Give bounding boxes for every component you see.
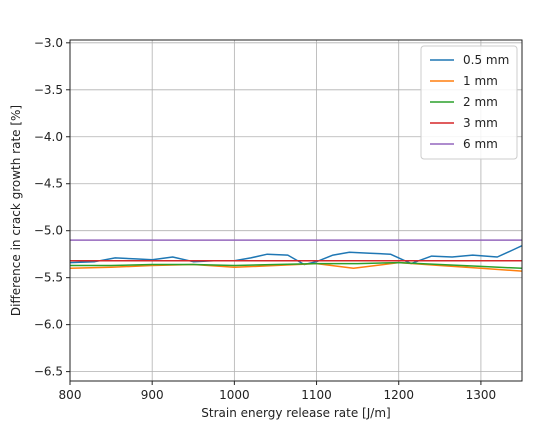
y-tick-label: −5.5: [34, 271, 63, 285]
x-axis-label: Strain energy release rate [J/m]: [201, 406, 390, 420]
legend: 0.5 mm 1 mm 2 mm 3 mm 6 mm: [420, 45, 518, 160]
x-tick-label: 1100: [301, 388, 332, 402]
y-tick-label: −5.0: [34, 224, 63, 238]
x-tick-label: 1000: [219, 388, 250, 402]
y-tick-label: −3.0: [34, 36, 63, 50]
y-tick-label: −3.5: [34, 83, 63, 97]
x-tick-label: 800: [59, 388, 82, 402]
legend-box: [420, 45, 518, 160]
legend-label: 6 mm: [463, 137, 498, 151]
y-tick-label: −6.0: [34, 318, 63, 332]
series-line-2-mm: [70, 261, 522, 270]
grid: [69, 40, 522, 381]
legend-label: 3 mm: [463, 116, 498, 130]
y-tick-label: −6.5: [34, 365, 63, 379]
plot-frame: [69, 39, 523, 382]
legend-label: 0.5 mm: [463, 53, 509, 67]
x-tick-label: 1300: [466, 388, 497, 402]
y-tick-label: −4.5: [34, 177, 63, 191]
y-axis-label: Difference in crack growth rate [%]: [9, 105, 23, 316]
legend-label: 1 mm: [463, 74, 498, 88]
x-tick-label: 900: [141, 388, 164, 402]
y-tick-label: −4.0: [34, 130, 63, 144]
series-layer: [70, 239, 522, 272]
legend-label: 2 mm: [463, 95, 498, 109]
x-tick-label: 1200: [383, 388, 414, 402]
ticks: 800 900 1000 1100 1200 1300 −3.0 −3.5 −4.0 −4.5 −5…: [34, 36, 496, 402]
